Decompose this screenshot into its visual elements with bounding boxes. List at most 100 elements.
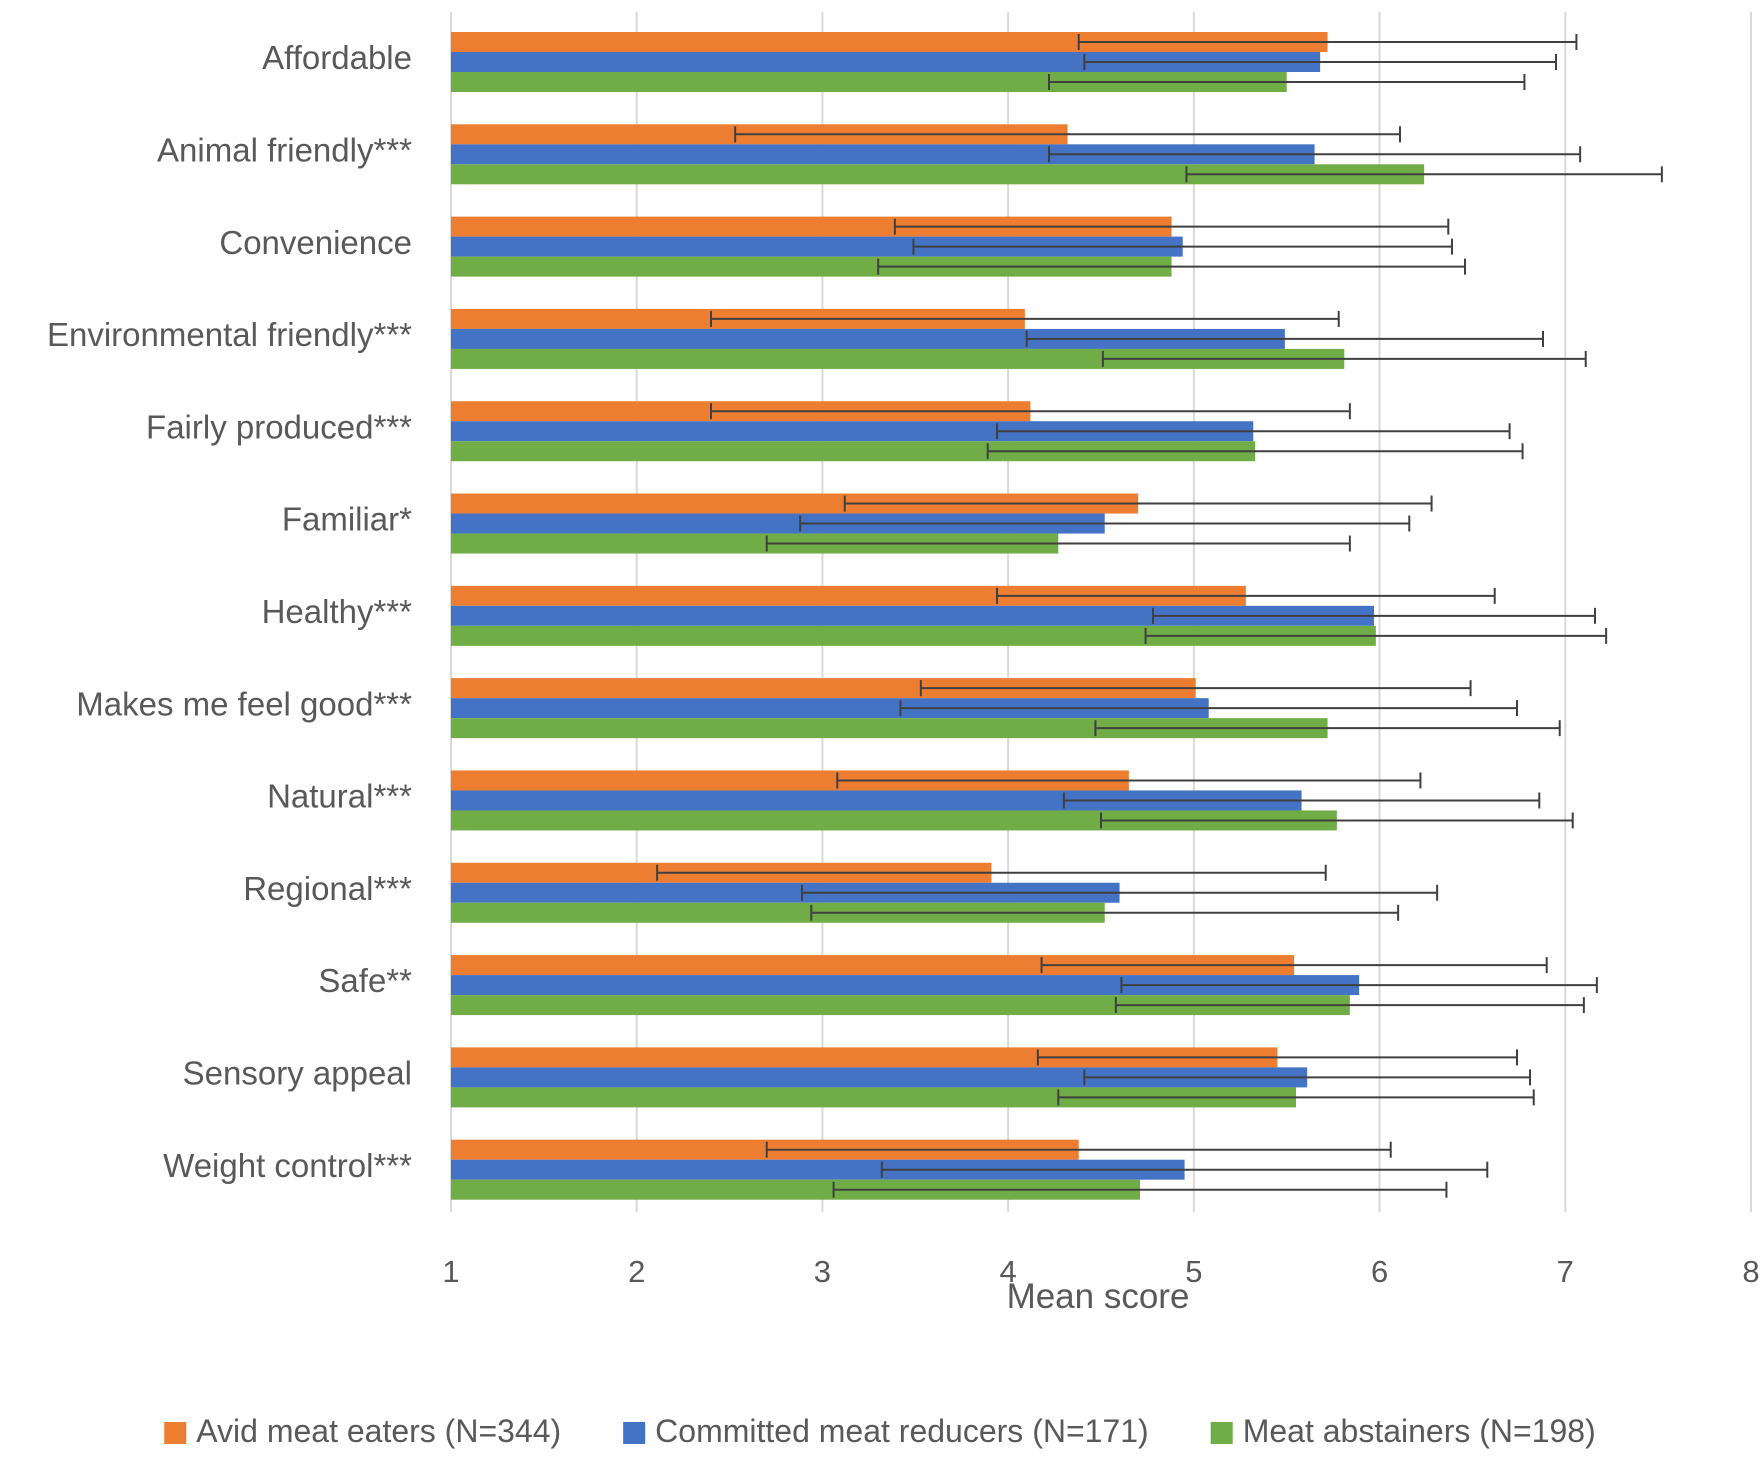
bar	[451, 1139, 1079, 1160]
category-labels: Affordable Animal friendly*** Convenience E…	[47, 39, 412, 1184]
error-bar	[1094, 720, 1561, 737]
category-label: Convenience	[219, 224, 412, 261]
bar	[451, 605, 1374, 626]
legend-swatch	[164, 1422, 187, 1444]
bar	[451, 1159, 1185, 1180]
bar	[451, 585, 1246, 606]
bar	[451, 348, 1345, 369]
category-label: Fairly produced***	[146, 408, 412, 445]
category-label: Animal friendly***	[157, 131, 412, 168]
error-bar	[832, 1181, 1448, 1198]
category-label: Regional***	[243, 870, 412, 907]
bar	[451, 1179, 1140, 1200]
category-label: Environmental friendly***	[47, 316, 412, 353]
error-bar	[912, 238, 1453, 255]
error-bar	[1144, 627, 1608, 644]
bar	[451, 975, 1360, 996]
bar	[451, 441, 1256, 462]
bar	[451, 144, 1315, 165]
error-bar	[919, 680, 1472, 697]
x-axis-title: Mean score	[1007, 1277, 1190, 1316]
error-bar	[1062, 792, 1541, 809]
x-tick-label: 1	[442, 1254, 459, 1289]
bar	[451, 1047, 1278, 1068]
bar	[451, 770, 1129, 791]
legend-label: Avid meat eaters (N=344)	[196, 1413, 561, 1449]
category-label: Sensory appeal	[183, 1055, 412, 1092]
bar	[451, 995, 1350, 1016]
bar	[451, 678, 1196, 699]
bar	[451, 1067, 1308, 1088]
x-tick-label: 2	[628, 1254, 645, 1289]
bar	[451, 1087, 1296, 1108]
bar	[451, 790, 1302, 811]
legend-swatch	[623, 1422, 646, 1444]
x-tick-label: 5	[1185, 1254, 1202, 1289]
error-bar	[1152, 607, 1596, 624]
error-bar	[710, 403, 1351, 420]
error-bar	[1036, 1049, 1518, 1066]
category-label: Makes me feel good***	[76, 685, 412, 722]
category-label: Natural***	[267, 778, 412, 815]
bar	[451, 493, 1139, 514]
error-bar	[1114, 997, 1585, 1014]
error-bar	[1040, 957, 1548, 974]
error-bar	[1083, 1069, 1531, 1086]
bar	[451, 328, 1285, 349]
error-bar	[986, 443, 1524, 460]
bars	[451, 32, 1425, 1200]
bar	[451, 955, 1295, 976]
bar	[451, 810, 1337, 831]
legend-swatch	[1210, 1422, 1233, 1444]
error-bar	[1185, 166, 1663, 183]
x-tick-label: 6	[1371, 1254, 1388, 1289]
bar	[451, 216, 1172, 237]
category-label: Weight control***	[163, 1147, 412, 1184]
legend-item: Avid meat eaters (N=344)	[164, 1413, 561, 1449]
error-bar	[1100, 812, 1574, 829]
legend-label: Committed meat reducers (N=171)	[655, 1413, 1149, 1449]
bar	[451, 882, 1120, 903]
error-bar	[1025, 330, 1544, 347]
category-label: Affordable	[262, 39, 412, 76]
x-tick-label: 8	[1742, 1254, 1759, 1289]
error-bar	[1048, 74, 1526, 90]
error-bar	[843, 495, 1433, 512]
bar	[451, 698, 1209, 719]
error-bar	[836, 772, 1422, 789]
error-bar	[656, 864, 1327, 881]
bar	[451, 72, 1287, 92]
bar	[451, 533, 1059, 554]
x-tick-label: 3	[814, 1254, 831, 1289]
bar	[451, 421, 1254, 442]
error-bar	[810, 904, 1400, 921]
error-bar	[734, 126, 1401, 143]
category-label: Healthy***	[262, 593, 413, 630]
error-bars	[656, 34, 1663, 1198]
error-bar	[1101, 350, 1587, 367]
error-bar	[1048, 146, 1582, 163]
error-bar	[880, 1161, 1489, 1178]
error-bar	[1083, 54, 1557, 70]
error-bar	[996, 587, 1496, 604]
error-bar	[799, 515, 1411, 532]
legend-item: Meat abstainers (N=198)	[1210, 1413, 1596, 1449]
bar	[451, 236, 1183, 257]
error-bar	[1057, 1089, 1535, 1106]
category-label: Safe**	[318, 962, 412, 999]
legend-item: Committed meat reducers (N=171)	[623, 1413, 1149, 1449]
legend-label: Meat abstainers (N=198)	[1243, 1413, 1596, 1449]
error-bar	[1120, 977, 1598, 994]
error-bar	[893, 218, 1450, 235]
error-bar	[1077, 34, 1578, 50]
error-bar	[801, 884, 1439, 901]
error-bar	[899, 700, 1518, 717]
x-tick-label: 4	[1000, 1254, 1017, 1289]
legend: Avid meat eaters (N=344) Committed meat r…	[164, 1413, 1596, 1449]
error-bar	[765, 1141, 1392, 1158]
axis: 1 2 3 4 5 6 7 8	[442, 1254, 1759, 1289]
bar	[451, 52, 1321, 72]
bar	[451, 513, 1105, 534]
bar	[451, 256, 1172, 277]
